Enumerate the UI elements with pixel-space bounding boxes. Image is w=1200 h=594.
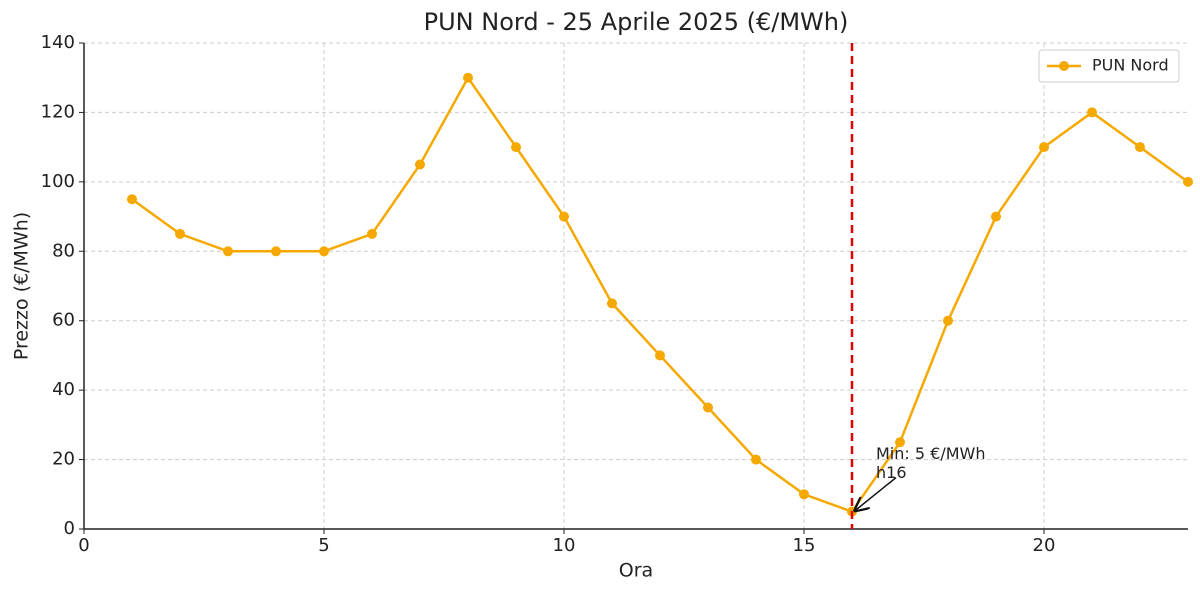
y-tick-label: 20 (52, 449, 75, 470)
point (559, 211, 569, 222)
legend: PUN Nord (1038, 49, 1180, 83)
point (751, 454, 761, 465)
point (1183, 176, 1193, 187)
x-tick-label: 20 (1033, 535, 1056, 556)
x-tick-label: 0 (78, 535, 89, 556)
point (943, 315, 953, 326)
point (1039, 142, 1049, 153)
series-line (131, 75, 1189, 514)
y-tick-label: 60 (52, 310, 75, 331)
point (367, 228, 377, 239)
legend-marker (1059, 61, 1069, 71)
point (271, 246, 281, 257)
annotation-text: h16 (876, 463, 907, 482)
point (175, 228, 185, 239)
y-axis-label: Prezzo (€/MWh) (11, 212, 33, 360)
point (655, 350, 665, 361)
annotation-arrow (855, 477, 897, 511)
point (319, 246, 329, 257)
point (463, 72, 473, 83)
y-tick-label: 40 (52, 379, 75, 400)
point (799, 489, 809, 500)
y-tick-label: 120 (41, 101, 75, 122)
x-axis-label: Ora (619, 560, 653, 582)
point (895, 437, 905, 448)
point (1135, 142, 1145, 153)
point (703, 402, 713, 413)
x-tick-label: 5 (318, 535, 329, 556)
point (991, 211, 1001, 222)
point (223, 246, 233, 257)
x-tick-label: 15 (793, 535, 816, 556)
y-tick-label: 100 (41, 171, 75, 192)
y-tick-label: 0 (64, 518, 75, 539)
y-tick-label: 140 (41, 32, 75, 53)
chart-title: PUN Nord - 25 Aprile 2025 (€/MWh) (424, 8, 849, 36)
y-tick-label: 80 (52, 240, 75, 261)
point (511, 142, 521, 153)
annotation-text: Min: 5 €/MWh (876, 444, 985, 463)
point (607, 298, 617, 309)
legend-box (1038, 49, 1180, 83)
legend-label: PUN Nord (1092, 56, 1169, 75)
x-tick-label: 10 (553, 535, 576, 556)
point (1087, 107, 1097, 118)
point (127, 194, 137, 205)
point (415, 159, 425, 170)
